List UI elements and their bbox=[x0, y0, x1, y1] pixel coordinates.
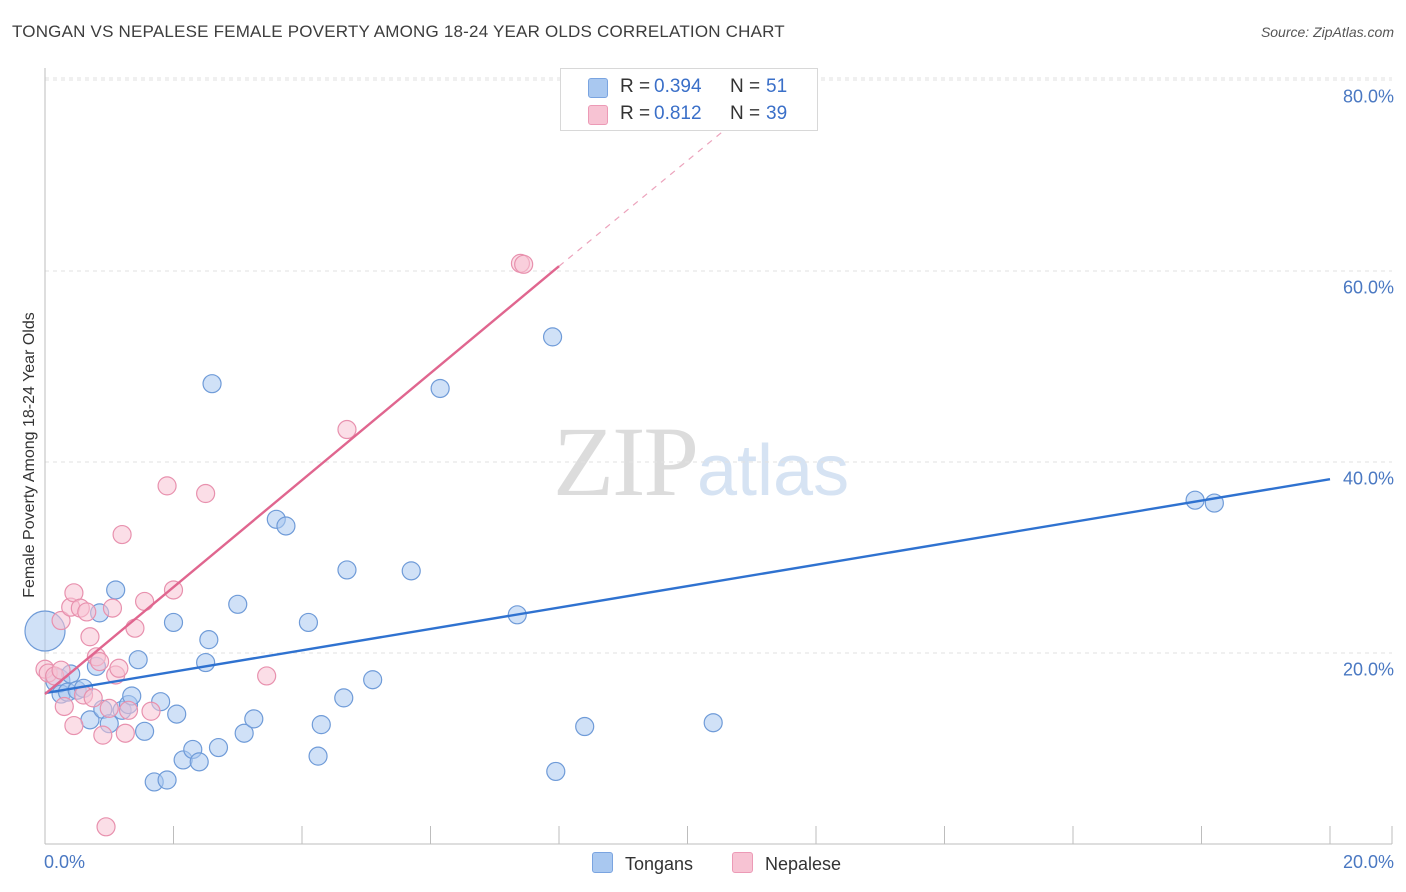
nepalese-point bbox=[196, 483, 216, 504]
tongans-point bbox=[363, 670, 383, 690]
y-tick-label-80: 80.0% bbox=[1342, 86, 1394, 107]
nepalese-point bbox=[51, 610, 71, 631]
legend-label-nepalese: Nepalese bbox=[765, 854, 842, 874]
tongans-point bbox=[228, 594, 248, 614]
stats-row-tongans: R = 0.394 N = 51 bbox=[561, 75, 817, 101]
source-credit: Source: ZipAtlas.com bbox=[1260, 24, 1394, 40]
n-label: N = bbox=[730, 76, 761, 97]
nepalese-point bbox=[125, 618, 145, 638]
tongans-point bbox=[199, 630, 219, 650]
nepalese-point bbox=[134, 591, 155, 612]
tongans-point bbox=[202, 374, 222, 394]
tongans-point bbox=[542, 327, 563, 347]
stats-box: R = 0.394 N = 51 R = 0.812 N = 39 bbox=[560, 68, 818, 131]
watermark: ZIPatlas bbox=[553, 406, 850, 517]
nepalese-point bbox=[115, 723, 135, 743]
tongans-point bbox=[311, 715, 331, 735]
nepalese-point bbox=[80, 627, 100, 647]
x-tick-label-min: 0.0% bbox=[44, 852, 86, 872]
tongans-point bbox=[575, 716, 595, 737]
n-label: N = bbox=[730, 103, 761, 124]
nepalese-point bbox=[141, 701, 161, 721]
tongans-point bbox=[167, 704, 187, 724]
tongans-point bbox=[208, 737, 229, 758]
nepalese-point bbox=[337, 419, 357, 440]
stats-row-nepalese: R = 0.812 N = 39 bbox=[561, 102, 817, 128]
tongans-point bbox=[308, 746, 328, 766]
nepalese-trend-extension bbox=[558, 117, 740, 267]
tongans-point bbox=[244, 709, 264, 729]
tongans-point bbox=[337, 560, 357, 580]
nepalese-trend-line bbox=[44, 265, 560, 695]
nepalese-point bbox=[90, 651, 110, 672]
r-label: R = bbox=[620, 103, 651, 124]
nepalese-point bbox=[77, 602, 97, 622]
tongans-point bbox=[196, 652, 216, 673]
nepalese-point bbox=[257, 666, 277, 686]
r-label: R = bbox=[620, 76, 651, 97]
tongans-point bbox=[430, 378, 450, 399]
y-tick-label-20: 20.0% bbox=[1342, 659, 1394, 680]
legend-item-nepalese: Nepalese bbox=[732, 852, 841, 875]
tongans-point bbox=[298, 612, 319, 633]
tongans-point bbox=[276, 516, 296, 536]
nepalese-point bbox=[64, 715, 84, 736]
chart-title: TONGAN VS NEPALESE FEMALE POVERTY AMONG … bbox=[12, 22, 785, 41]
tongans-point bbox=[134, 721, 155, 741]
nepalese-point bbox=[112, 524, 132, 545]
y-tick-label-40: 40.0% bbox=[1342, 468, 1394, 489]
nepalese-point bbox=[163, 580, 184, 600]
nepalese-point bbox=[109, 658, 129, 678]
nepalese-point bbox=[99, 698, 119, 718]
tongans-point bbox=[703, 713, 723, 733]
nepalese-point bbox=[118, 700, 139, 720]
nepalese-point bbox=[514, 254, 534, 274]
tongans-point bbox=[128, 650, 148, 670]
n-value: 51 bbox=[766, 76, 788, 97]
tongans-point bbox=[157, 770, 177, 790]
tongans-swatch bbox=[588, 78, 608, 98]
r-value: 0.394 bbox=[654, 76, 702, 97]
nepalese-point bbox=[54, 696, 74, 717]
nepalese-point bbox=[93, 725, 113, 745]
legend-swatch-tongans bbox=[592, 852, 613, 873]
n-value: 39 bbox=[766, 103, 788, 124]
y-tick-label-60: 60.0% bbox=[1342, 277, 1394, 298]
tongans-point bbox=[401, 561, 421, 581]
tongans-point bbox=[334, 688, 354, 708]
x-tick-label-max: 20.0% bbox=[1342, 852, 1394, 872]
legend-label-tongans: Tongans bbox=[625, 854, 694, 874]
tongans-point bbox=[189, 752, 209, 772]
nepalese-point bbox=[157, 476, 177, 496]
tongans-point bbox=[106, 580, 126, 600]
nepalese-point bbox=[96, 817, 116, 837]
legend-item-tongans: Tongans bbox=[592, 852, 693, 875]
nepalese-point bbox=[83, 688, 103, 708]
legend-swatch-nepalese bbox=[732, 852, 753, 873]
nepalese-swatch bbox=[588, 105, 608, 125]
tongans-trend-line bbox=[44, 478, 1331, 695]
tongans-point bbox=[234, 723, 254, 743]
nepalese-point bbox=[102, 598, 123, 618]
tongans-point bbox=[546, 761, 566, 782]
tongans-point bbox=[163, 612, 184, 633]
y-axis-label: Female Poverty Among 18-24 Year Olds bbox=[21, 312, 38, 598]
r-value: 0.812 bbox=[654, 103, 702, 124]
